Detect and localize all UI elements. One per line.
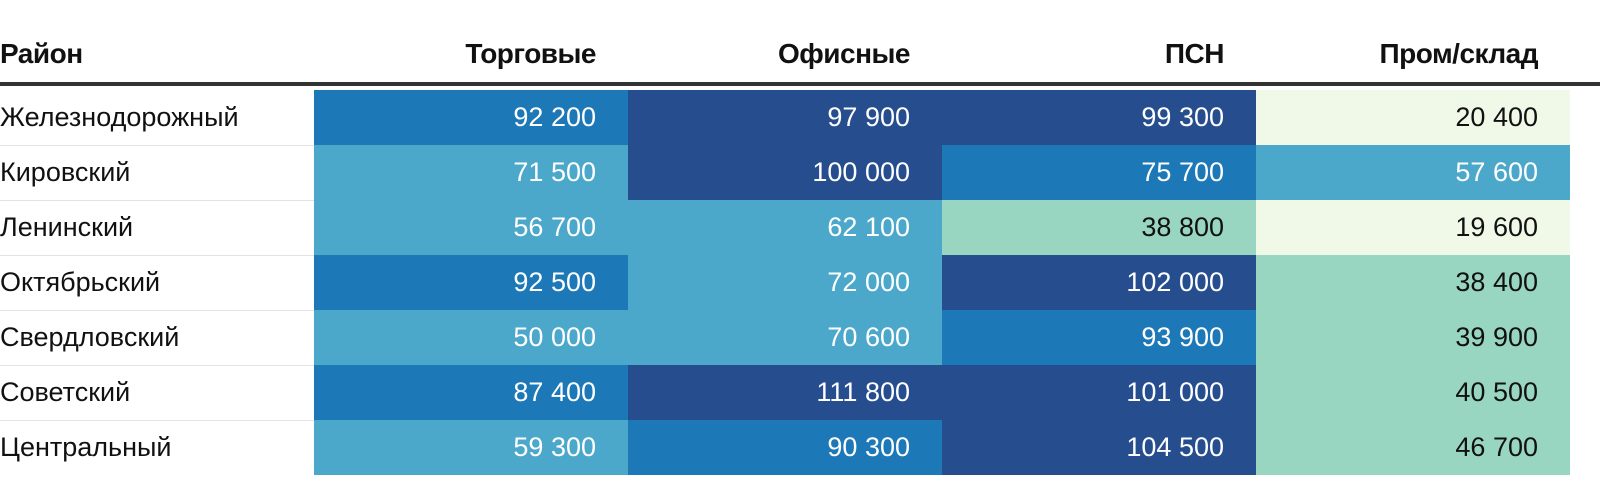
- table-header: Район Торговые Офисные ПСН Пром/склад: [0, 0, 1600, 86]
- heatmap-cell: 59 300: [314, 420, 628, 475]
- heatmap-cell: 87 400: [314, 365, 628, 420]
- heatmap-cell: 57 600: [1256, 145, 1570, 200]
- column-header-retail: Торговые: [465, 38, 596, 69]
- heatmap-cell: 39 900: [1256, 310, 1570, 365]
- heatmap-cell: 46 700: [1256, 420, 1570, 475]
- district-label: Кировский: [0, 157, 131, 187]
- heatmap-cell: 40 500: [1256, 365, 1570, 420]
- district-label: Центральный: [0, 432, 172, 462]
- heatmap-cell: 70 600: [628, 310, 942, 365]
- district-label: Ленинский: [0, 212, 134, 242]
- heatmap-cell: 50 000: [314, 310, 628, 365]
- district-label: Октябрьский: [0, 267, 161, 297]
- table-row: Ленинский 56 700 62 100 38 800 19 600: [0, 200, 1600, 255]
- heatmap-cell: 100 000: [628, 145, 942, 200]
- district-label: Железнодорожный: [0, 102, 239, 132]
- district-label: Свердловский: [0, 322, 180, 352]
- heatmap-cell: 38 800: [942, 200, 1256, 255]
- heatmap-cell: 72 000: [628, 255, 942, 310]
- heatmap-cell: 101 000: [942, 365, 1256, 420]
- row-separator: [0, 255, 320, 256]
- table-row: Октябрьский 92 500 72 000 102 000 38 400: [0, 255, 1600, 310]
- table-row: Свердловский 50 000 70 600 93 900 39 900: [0, 310, 1600, 365]
- heatmap-cell: 92 500: [314, 255, 628, 310]
- heatmap-cell: 102 000: [942, 255, 1256, 310]
- column-header-office: Офисные: [778, 38, 910, 69]
- heatmap-cell: 92 200: [314, 90, 628, 145]
- heatmap-cell: 97 900: [628, 90, 942, 145]
- heatmap-cell: 90 300: [628, 420, 942, 475]
- row-separator: [0, 365, 320, 366]
- column-header-psn: ПСН: [1164, 38, 1225, 69]
- heatmap-cell: 75 700: [942, 145, 1256, 200]
- heatmap-cell: 19 600: [1256, 200, 1570, 255]
- row-separator: [0, 310, 320, 311]
- column-header-industrial: Пром/склад: [1379, 38, 1538, 69]
- district-label: Советский: [0, 377, 131, 407]
- heatmap-cell: 62 100: [628, 200, 942, 255]
- row-separator: [0, 420, 320, 421]
- table-row: Кировский 71 500 100 000 75 700 57 600: [0, 145, 1600, 200]
- heatmap-cell: 93 900: [942, 310, 1256, 365]
- table-row: Советский 87 400 111 800 101 000 40 500: [0, 365, 1600, 420]
- heatmap-cell: 56 700: [314, 200, 628, 255]
- row-separator: [0, 200, 320, 201]
- heatmap-cell: 20 400: [1256, 90, 1570, 145]
- heatmap-cell: 104 500: [942, 420, 1256, 475]
- table-row: Центральный 59 300 90 300 104 500 46 700: [0, 420, 1600, 475]
- row-separator: [0, 145, 320, 146]
- heatmap-cell: 111 800: [628, 365, 942, 420]
- table-row: Железнодорожный 92 200 97 900 99 300 20 400: [0, 90, 1600, 145]
- heatmap-cell: 71 500: [314, 145, 628, 200]
- column-header-district: Район: [0, 38, 83, 69]
- heatmap-cell: 38 400: [1256, 255, 1570, 310]
- heatmap-cell: 99 300: [942, 90, 1256, 145]
